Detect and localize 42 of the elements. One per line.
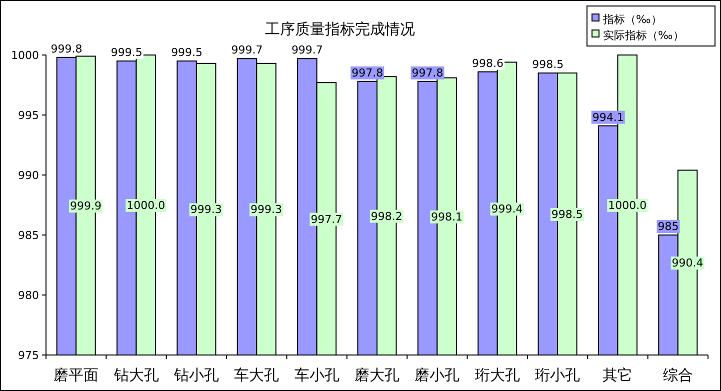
data-label: 997.8	[412, 66, 444, 80]
data-label: 1000.0	[608, 199, 647, 212]
x-tick-label: 车大孔	[234, 366, 280, 384]
data-label: 999.8	[50, 42, 82, 56]
title: 工序质量指标完成情况	[265, 20, 415, 38]
data-label: 990.4	[672, 256, 704, 270]
data-label: 998.5	[551, 208, 583, 221]
x-tick-label: 磨平面	[54, 366, 99, 384]
x-tick-label: 珩大孔	[474, 366, 520, 384]
data-label: 998.5	[532, 58, 564, 71]
data-label: 999.7	[231, 44, 263, 57]
y-tick-label: 985	[18, 229, 39, 242]
data-label: 985	[658, 220, 679, 233]
x-tick-label: 磨小孔	[414, 366, 460, 384]
y-tick-label: 980	[18, 289, 39, 302]
data-label: 998.2	[370, 210, 402, 223]
data-label: 999.3	[190, 203, 222, 216]
y-tick-label: 1000	[11, 49, 39, 62]
x-tick-label: 钻大孔	[112, 366, 159, 384]
x-tick-label: 钻小孔	[172, 366, 219, 384]
x-tick-label: 综合	[662, 366, 693, 384]
x-tick-label: 车小孔	[294, 366, 340, 384]
y-tick-label: 995	[18, 109, 39, 122]
y-tick-label: 990	[18, 169, 39, 182]
data-label: 994.1	[592, 110, 624, 124]
data-label: 997.8	[352, 66, 384, 80]
data-label: 999.5	[171, 46, 203, 59]
data-label: 998.6	[472, 56, 504, 70]
x-tick-label: 其它	[602, 366, 633, 384]
legend-label: 实际指标（‰）	[603, 29, 684, 42]
data-label: 999.4	[491, 202, 523, 216]
data-label: 997.7	[310, 212, 342, 226]
data-label: 1000.0	[126, 199, 166, 212]
y-tick-label: 975	[18, 349, 39, 362]
data-label: 999.9	[70, 200, 102, 213]
x-tick-label: 磨大孔	[354, 366, 400, 384]
x-tick-label: 珩小孔	[535, 366, 580, 384]
legend-label: 指标（‰）	[602, 13, 662, 26]
data-label: 999.5	[110, 46, 142, 59]
data-label: 998.1	[431, 210, 463, 224]
data-label: 999.7	[291, 44, 323, 57]
data-label: 999.3	[250, 203, 282, 216]
